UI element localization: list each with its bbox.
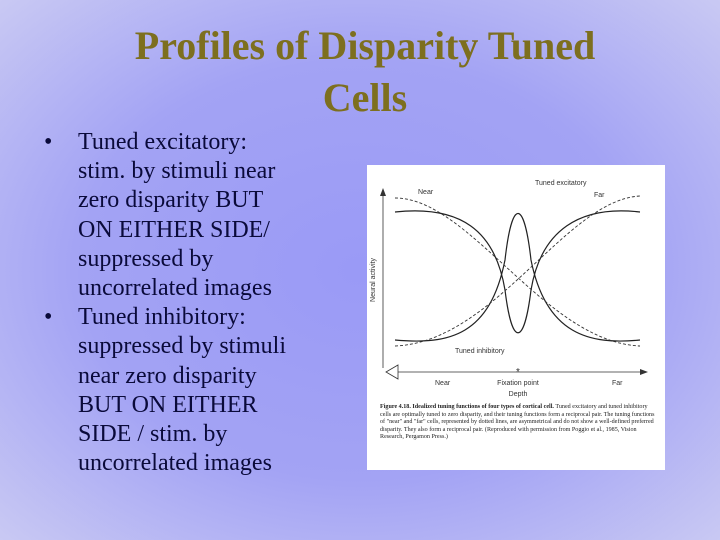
x-axis-label: Fixation point	[497, 380, 539, 387]
bullet-line: • Tuned inhibitory:	[44, 303, 286, 332]
bullet-line: suppressed by stimuli	[44, 332, 286, 361]
bullet-line: BUT ON EITHER	[44, 391, 286, 420]
bullet-list: • Tuned excitatory: stim. by stimuli near z…	[44, 128, 286, 478]
bullet-text: ON EITHER SIDE/	[78, 216, 270, 243]
bullet-text: BUT ON EITHER	[78, 391, 258, 418]
bullet-line: • Tuned excitatory:	[44, 128, 286, 157]
figure: Neural activity * Near Tuned excitatory …	[367, 165, 665, 470]
bullet-line: uncorrelated images	[44, 274, 286, 303]
caption-heading: Figure 4.18. Idealized tuning functions …	[380, 404, 554, 410]
bullet-text: Tuned inhibitory:	[78, 304, 246, 331]
bullet-line: suppressed by	[44, 245, 286, 274]
title-line: Cells	[322, 75, 408, 120]
bullet-line: SIDE / stim. by	[44, 420, 286, 449]
title: Profiles of Disparity Tuned Cells	[80, 20, 650, 124]
y-axis-label: Neural activity	[370, 258, 377, 302]
bullet-text: near zero disparity	[78, 362, 257, 389]
bullet-line: uncorrelated images	[44, 449, 286, 478]
bullet-line: near zero disparity	[44, 362, 286, 391]
curve-label: Near	[418, 189, 434, 196]
bullet-text: zero disparity BUT	[78, 187, 264, 214]
bullet-text: SIDE / stim. by	[78, 421, 228, 448]
x-axis-label: Near	[435, 380, 451, 387]
bullet-dot: •	[44, 304, 53, 331]
bullet-line: zero disparity BUT	[44, 186, 286, 215]
bullet-line: ON EITHER SIDE/	[44, 216, 286, 245]
figure-caption: Figure 4.18. Idealized tuning functions …	[380, 404, 660, 442]
bullet-text: stim. by stimuli near	[78, 158, 276, 185]
curve-label: Tuned excitatory	[535, 180, 587, 187]
bullet-line: stim. by stimuli near	[44, 157, 286, 186]
x-axis-label: Far	[612, 380, 623, 387]
bullet-text: Tuned excitatory:	[78, 129, 248, 155]
title-line: Profiles of Disparity Tuned	[134, 23, 596, 68]
svg-text:*: *	[516, 367, 520, 378]
bullet-dot: •	[44, 129, 53, 155]
curve-label: Tuned inhibitory	[455, 348, 505, 355]
bullet-text: uncorrelated images	[78, 450, 272, 477]
curve-label: Far	[594, 192, 605, 199]
bullet-text: suppressed by stimuli	[78, 333, 286, 360]
bullet-text: uncorrelated images	[78, 275, 272, 302]
bullet-text: suppressed by	[78, 245, 214, 272]
x-axis-title: Depth	[509, 391, 528, 398]
caption-body: Tuned excitatory and tuned inhibitory ce…	[380, 404, 655, 441]
figure-diagram: Neural activity * Near Tuned excitatory …	[370, 180, 648, 398]
